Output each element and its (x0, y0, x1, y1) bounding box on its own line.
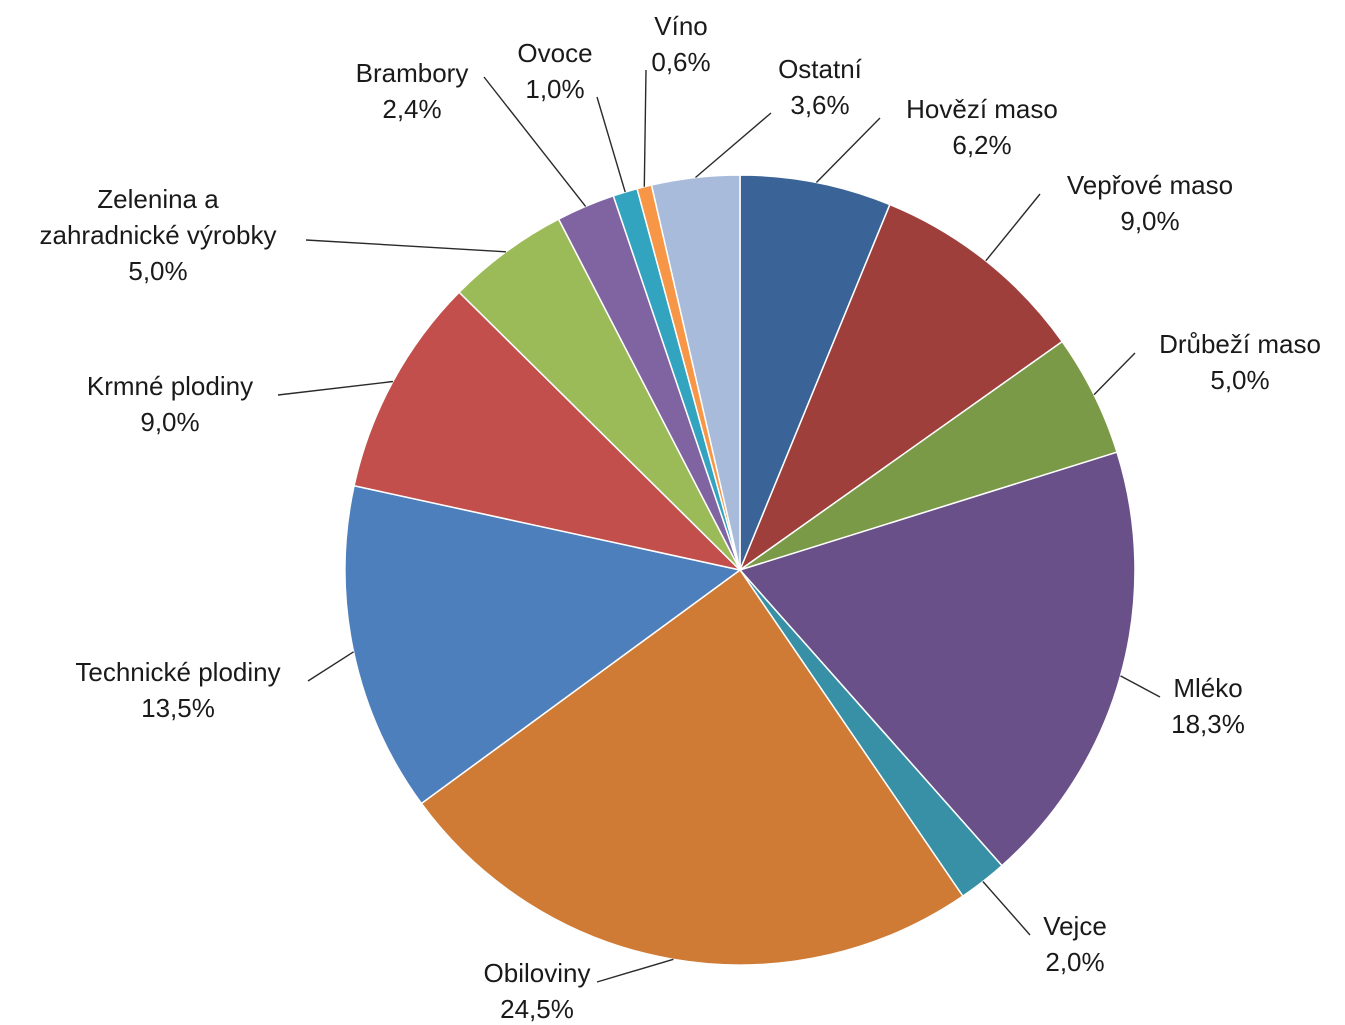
leader-line-krmne-plodiny (277, 380, 393, 396)
slice-name-mleko: Mléko (1173, 673, 1242, 703)
slice-name-hovezi-maso: Hovězí maso (906, 94, 1058, 124)
slice-label-veprove-maso: Vepřové maso 9,0% (1067, 170, 1233, 236)
slice-name-ostatni: Ostatní (778, 54, 863, 84)
slice-label-obiloviny: Obiloviny 24,5% (484, 958, 591, 1024)
slice-value-hovezi-maso: 6,2% (952, 130, 1011, 160)
slice-name-krmne-plodiny: Krmné plodiny (87, 371, 253, 401)
slice-name-zelenina-a-zahradnicke-vyrobky: zahradnické výrobky (40, 220, 277, 250)
slice-label-vejce: Vejce 2,0% (1043, 911, 1107, 977)
slice-name-obiloviny: Obiloviny (484, 958, 591, 988)
leader-line-ostatni (695, 112, 772, 179)
slice-label-technicke-plodiny: Technické plodiny 13,5% (75, 657, 280, 723)
slice-value-krmne-plodiny: 9,0% (140, 407, 199, 437)
pie-slice-technicke-plodiny (344, 484, 742, 805)
slice-label-ostatni: Ostatní 3,6% (778, 54, 863, 120)
slice-value-obiloviny: 24,5% (500, 994, 574, 1024)
slice-value-ovoce: 1,0% (525, 74, 584, 104)
pie-slice-ostatni (650, 174, 741, 571)
slice-name-drubezi-maso: Drůbeží maso (1159, 329, 1321, 359)
slice-name-ovoce: Ovoce (517, 38, 592, 68)
slice-value-drubezi-maso: 5,0% (1210, 365, 1269, 395)
leader-line-vino (643, 69, 647, 187)
slice-value-ostatni: 3,6% (790, 90, 849, 120)
slice-label-ovoce: Ovoce 1,0% (517, 38, 592, 104)
leader-line-ovoce (596, 96, 626, 193)
slice-label-vino: Víno 0,6% (651, 11, 710, 77)
slice-label-mleko: Mléko 18,3% (1171, 673, 1245, 739)
leader-line-technicke-plodiny (307, 651, 354, 682)
slice-value-vejce: 2,0% (1045, 947, 1104, 977)
slice-label-drubezi-maso: Drůbeží maso 5,0% (1159, 329, 1321, 395)
leader-line-drubezi-maso (1093, 352, 1136, 396)
slice-value-technicke-plodiny: 13,5% (141, 693, 215, 723)
slice-name-brambory: Brambory (356, 58, 469, 88)
slice-name-technicke-plodiny: Technické plodiny (75, 657, 280, 687)
slice-value-brambory: 2,4% (382, 94, 441, 124)
slice-label-zelenina-a-zahradnicke-vyrobky: Zelenina a zahradnické výrobky 5,0% (40, 184, 277, 286)
leader-line-zelenina-a-zahradnicke-vyrobky (305, 239, 507, 253)
slice-label-hovezi-maso: Hovězí maso 6,2% (906, 94, 1058, 160)
pie-slice-obiloviny (420, 568, 964, 966)
slice-value-mleko: 18,3% (1171, 709, 1245, 739)
slice-name-vejce: Vejce (1043, 911, 1107, 941)
leader-line-mleko (1120, 675, 1161, 698)
leader-line-veprove-maso (985, 193, 1041, 262)
slice-name-zelenina-a-zahradnicke-vyrobky: Zelenina a (97, 184, 219, 214)
slice-value-zelenina-a-zahradnicke-vyrobky: 5,0% (128, 256, 187, 286)
leader-line-brambory (483, 76, 587, 207)
leader-line-hovezi-maso (815, 117, 881, 183)
slice-name-vino: Víno (654, 11, 708, 41)
slice-value-vino: 0,6% (651, 47, 710, 77)
slice-label-brambory: Brambory 2,4% (356, 58, 469, 124)
slice-label-krmne-plodiny: Krmné plodiny 9,0% (87, 371, 253, 437)
leader-line-vejce (982, 881, 1031, 936)
leader-line-obiloviny (596, 958, 674, 983)
slice-name-veprove-maso: Vepřové maso (1067, 170, 1233, 200)
slice-value-veprove-maso: 9,0% (1120, 206, 1179, 236)
